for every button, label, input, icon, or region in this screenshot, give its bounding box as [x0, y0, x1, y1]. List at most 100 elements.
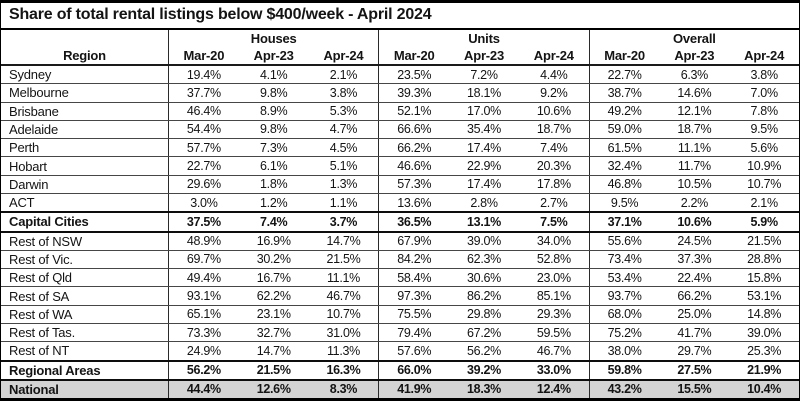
period-header-units-apr24: Apr-24 — [519, 47, 590, 64]
value-cell: 53.1% — [747, 289, 782, 304]
value-cell: 37.3% — [677, 252, 712, 267]
value-cell: 37.7% — [186, 85, 221, 100]
period-header-overall-apr23: Apr-23 — [674, 48, 715, 63]
value-cell: 73.3% — [186, 325, 221, 340]
value-cell: 75.5% — [397, 307, 432, 322]
value-cell: 49.2% — [607, 104, 642, 119]
region-cell: Melbourne — [1, 84, 169, 102]
region-cell: Brisbane — [1, 102, 169, 120]
value-cell: 3.8% — [750, 67, 778, 82]
value-cell: 10.7% — [747, 177, 782, 192]
period-header-houses-apr24: Apr-24 — [309, 47, 380, 64]
value-cell: 5.9% — [750, 214, 778, 229]
value-cell: 21.9% — [747, 363, 782, 378]
value-cell: 32.4% — [607, 159, 642, 174]
table-row: Rest of Vic. 69.7% 30.2% 21.5% 84.2% 62.3% 52.… — [1, 249, 799, 269]
value-cell: 17.4% — [467, 140, 501, 155]
value-cell: 10.5% — [677, 177, 712, 192]
table-row: Adelaide 54.4% 9.8% 4.7% 66.6% 35.4% 18.7% 59.0… — [1, 119, 799, 139]
period-header-overall-apr24: Apr-24 — [744, 48, 785, 63]
value-cell: 14.7% — [256, 343, 291, 358]
value-cell: 37.5% — [186, 214, 221, 229]
value-cell: 9.5% — [610, 195, 639, 210]
value-cell: 79.4% — [397, 325, 432, 340]
value-cell: 6.1% — [260, 159, 288, 174]
value-cell: 22.7% — [607, 67, 642, 82]
region-cell: Darwin — [1, 175, 169, 193]
column-group-units: Units — [379, 30, 590, 47]
value-cell: 4.7% — [309, 120, 380, 139]
value-cell: 41.9% — [397, 382, 432, 397]
value-cell: 2.8% — [470, 195, 498, 210]
value-cell: 17.0% — [467, 104, 501, 119]
value-cell: 9.8% — [260, 122, 288, 137]
value-cell: 58.4% — [397, 270, 432, 285]
value-cell: 16.9% — [256, 234, 291, 249]
value-cell: 75.2% — [607, 325, 642, 340]
value-cell: 86.2% — [467, 289, 501, 304]
value-cell: 12.1% — [677, 104, 712, 119]
value-cell: 22.9% — [467, 159, 501, 174]
value-cell: 39.2% — [467, 363, 501, 378]
value-cell: 32.7% — [256, 325, 291, 340]
value-cell: 57.7% — [186, 140, 221, 155]
region-cell: Rest of NT — [1, 342, 169, 360]
region-cell: Rest of NSW — [1, 232, 169, 250]
value-cell: 29.7% — [677, 343, 712, 358]
table-row: ACT 3.0% 1.2% 1.1% 13.6% 2.8% 2.7% 9.5% 2.2% 2.1% — [1, 192, 799, 212]
value-cell: 9.5% — [750, 122, 778, 137]
value-cell: 93.1% — [186, 289, 221, 304]
value-cell: 39.0% — [467, 234, 501, 249]
value-cell: 46.4% — [186, 104, 221, 119]
value-cell: 13.6% — [397, 195, 432, 210]
value-cell: 67.9% — [397, 234, 432, 249]
region-cell: Rest of WA — [1, 305, 169, 323]
value-cell: 14.6% — [677, 85, 712, 100]
value-cell: 14.8% — [747, 307, 782, 322]
value-cell: 5.6% — [750, 140, 778, 155]
value-cell: 57.3% — [397, 177, 432, 192]
region-cell: National — [1, 380, 169, 398]
value-cell: 48.9% — [186, 234, 221, 249]
value-cell: 29.6% — [186, 177, 221, 192]
value-cell: 16.7% — [256, 270, 291, 285]
period-header-row: Region Mar-20 Apr-23 Apr-24 Mar-20 Apr-2… — [1, 47, 799, 64]
value-cell: 10.7% — [309, 305, 380, 323]
value-cell: 57.6% — [397, 343, 432, 358]
value-cell: 3.7% — [309, 213, 380, 231]
value-cell: 1.2% — [260, 195, 288, 210]
value-cell: 11.7% — [677, 159, 711, 174]
table-row: Hobart 22.7% 6.1% 5.1% 46.6% 22.9% 20.3% 32.4% 1… — [1, 156, 799, 175]
value-cell: 67.2% — [467, 325, 501, 340]
value-cell: 10.6% — [677, 214, 712, 229]
value-cell: 46.6% — [397, 159, 432, 174]
value-cell: 3.0% — [190, 195, 218, 210]
period-header-units-mar20: Mar-20 — [393, 48, 435, 63]
table-row: Perth 57.7% 7.3% 4.5% 66.2% 17.4% 7.4% 61.5% 11.… — [1, 138, 799, 157]
region-cell: Perth — [1, 139, 169, 157]
value-cell: 17.8% — [519, 175, 590, 193]
value-cell: 38.0% — [607, 343, 642, 358]
value-cell: 5.1% — [309, 157, 380, 175]
column-group-houses: Houses — [169, 30, 380, 47]
region-cell: ACT — [1, 193, 169, 212]
value-cell: 66.0% — [397, 363, 432, 378]
region-cell: Regional Areas — [1, 361, 169, 379]
value-cell: 34.0% — [519, 232, 590, 250]
value-cell: 24.5% — [677, 234, 712, 249]
table-row: Rest of NSW 48.9% 16.9% 14.7% 67.9% 39.0% 34.0… — [1, 232, 799, 250]
table-row: Rest of Qld 49.4% 16.7% 11.1% 58.4% 30.6% 23.0… — [1, 268, 799, 287]
value-cell: 30.6% — [467, 270, 501, 285]
value-cell: 10.6% — [519, 102, 590, 120]
value-cell: 8.3% — [309, 380, 380, 398]
value-cell: 49.4% — [186, 270, 221, 285]
value-cell: 62.3% — [467, 252, 501, 267]
table-row: Rest of WA 65.1% 23.1% 10.7% 75.5% 29.8% 29.3%… — [1, 304, 799, 323]
value-cell: 29.8% — [467, 307, 501, 322]
value-cell: 6.3% — [680, 67, 709, 82]
value-cell: 11.3% — [309, 342, 380, 360]
value-cell: 3.8% — [309, 84, 380, 102]
value-cell: 53.4% — [607, 270, 642, 285]
value-cell: 25.3% — [747, 343, 782, 358]
